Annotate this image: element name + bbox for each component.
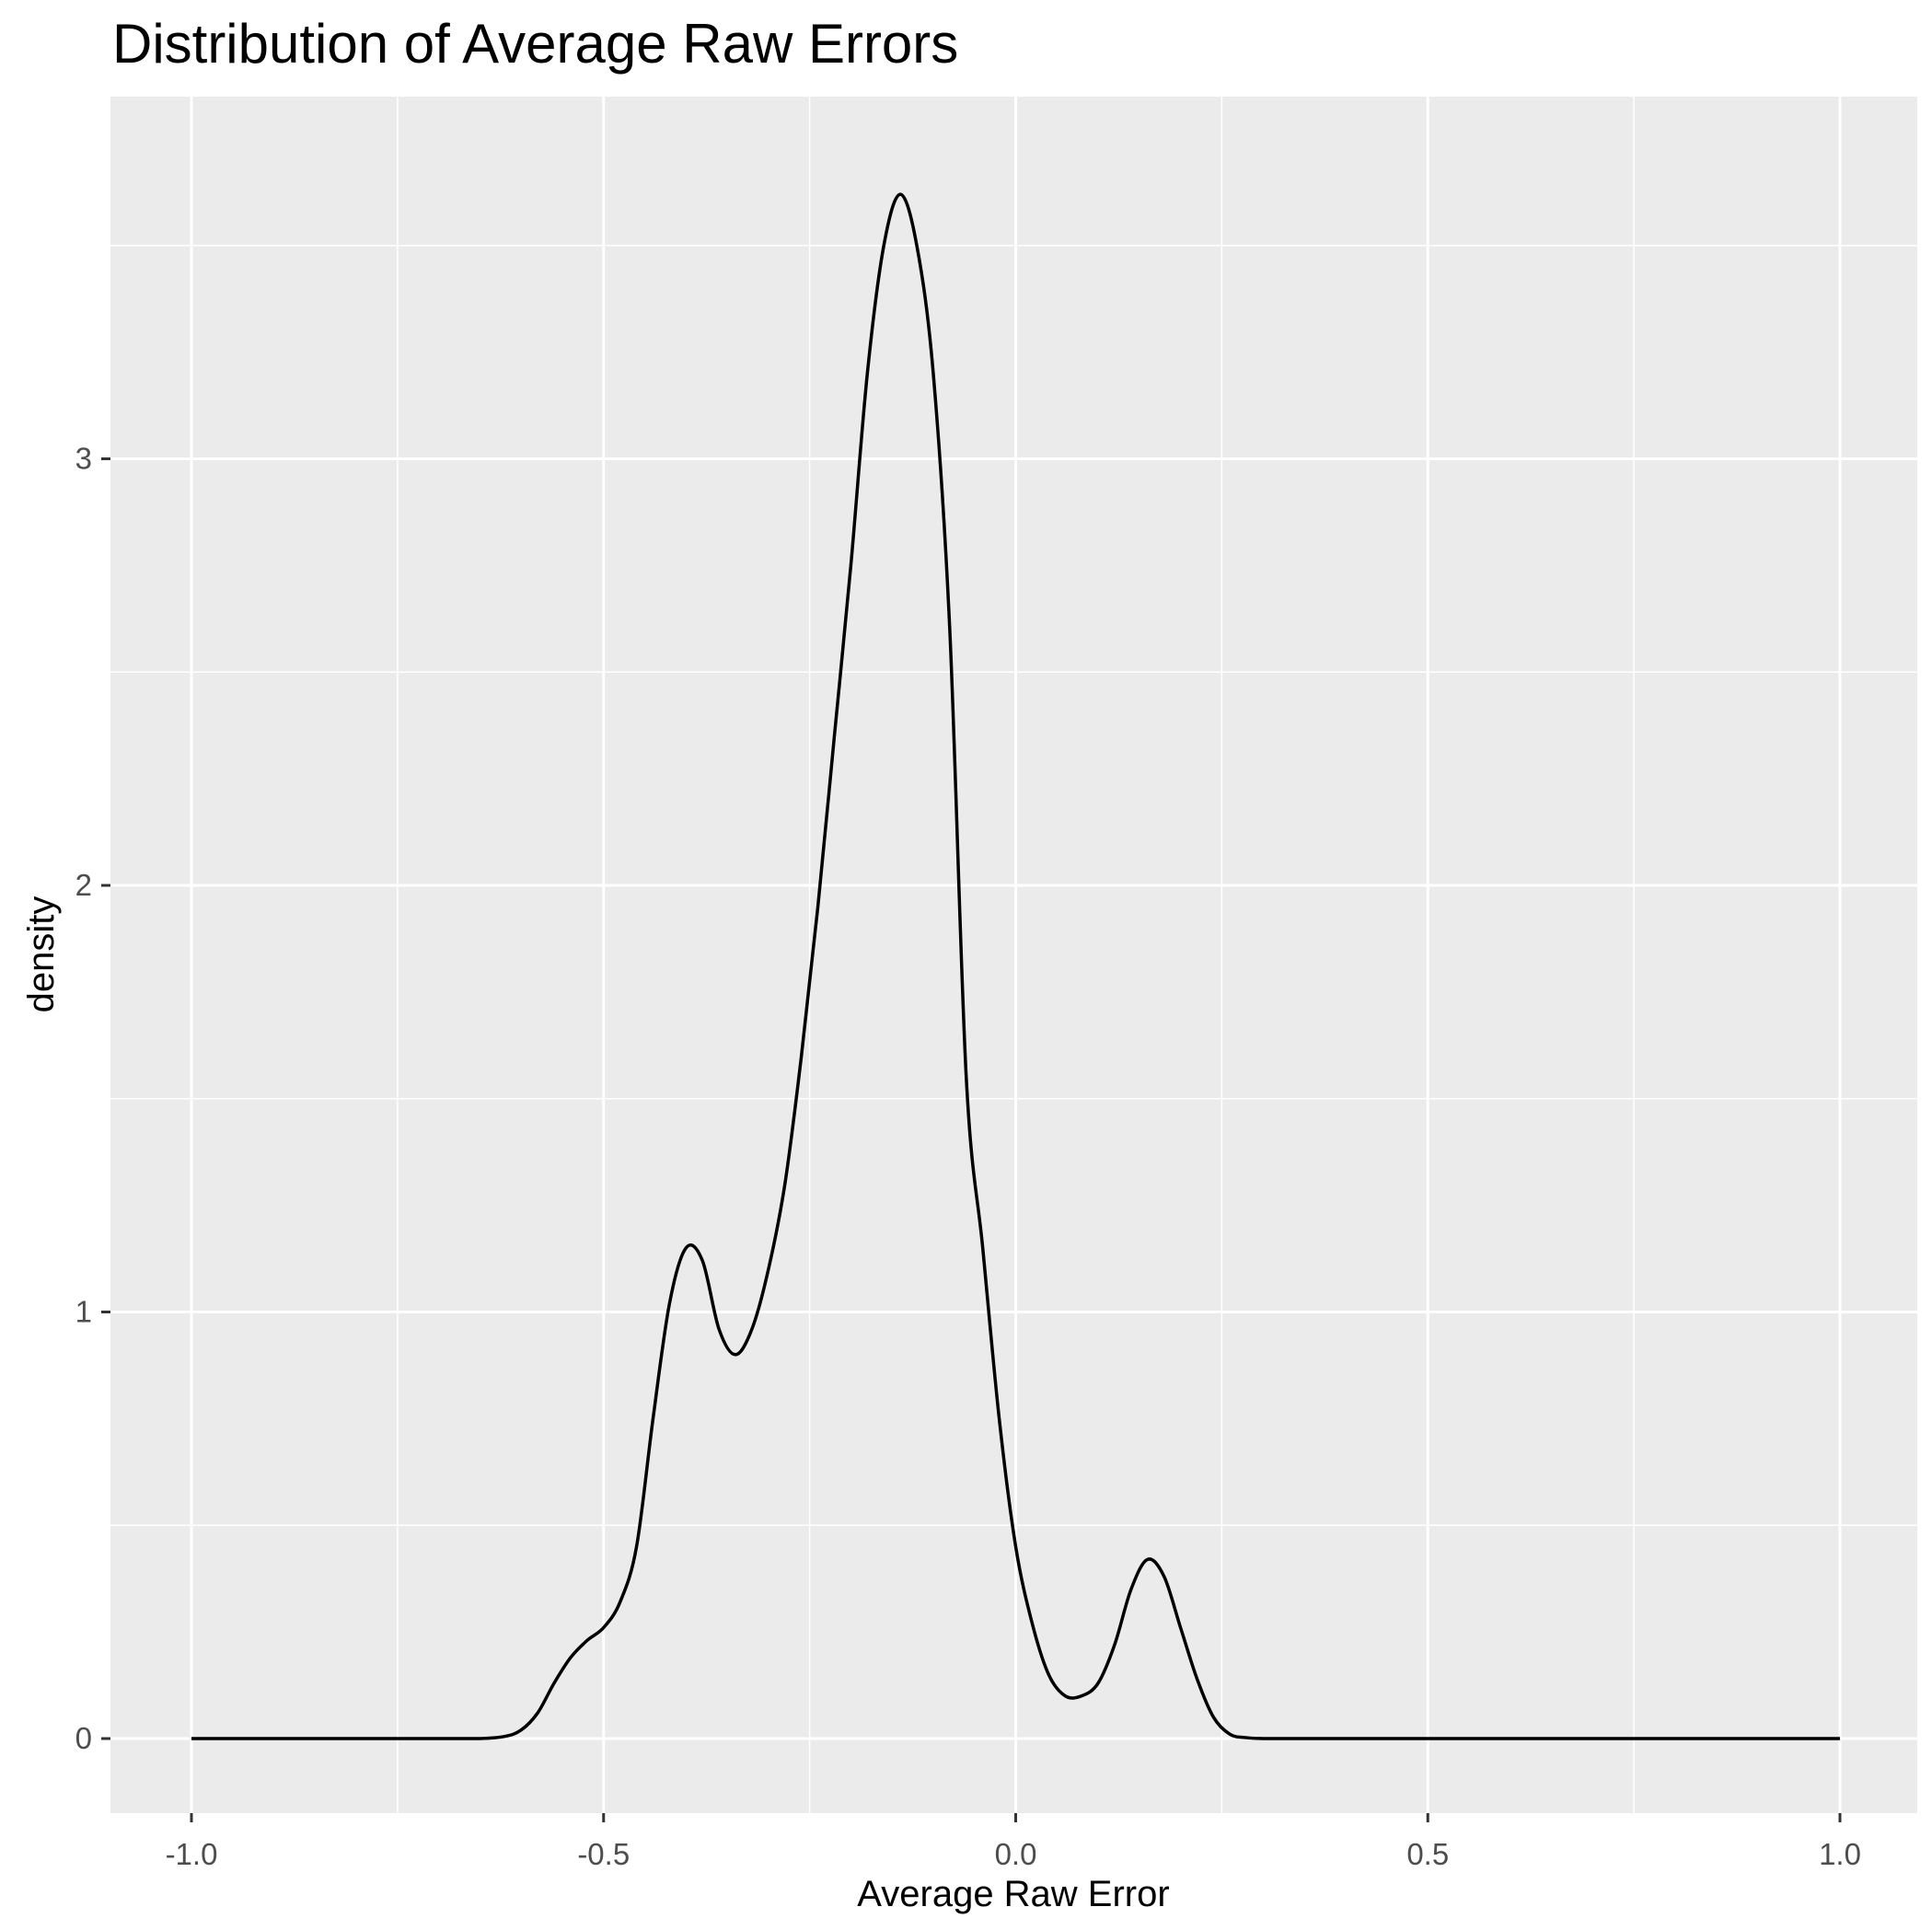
y-tick-label: 3 [75, 442, 92, 476]
x-tick-label: 0.5 [1406, 1837, 1449, 1871]
x-tick-label: 1.0 [1819, 1837, 1861, 1871]
density-series [191, 192, 1840, 1740]
x-axis-title: Average Raw Error [857, 1874, 1169, 1914]
x-tick-label: 0.0 [995, 1837, 1037, 1871]
y-tick-label: 1 [75, 1295, 92, 1329]
y-tick-label: 2 [75, 868, 92, 902]
plot-panel [110, 97, 1917, 1813]
chart-title: Distribution of Average Raw Errors [112, 13, 958, 75]
x-axis: -1.0 -0.5 0.0 0.5 1.0 [166, 1813, 1861, 1871]
y-tick-label: 0 [75, 1721, 92, 1755]
x-tick-label: -0.5 [577, 1837, 630, 1871]
y-axis: 0 1 2 3 [75, 442, 110, 1755]
y-axis-title: density [21, 896, 62, 1013]
x-tick-label: -1.0 [166, 1837, 218, 1871]
density-line-0 [191, 192, 1840, 1740]
